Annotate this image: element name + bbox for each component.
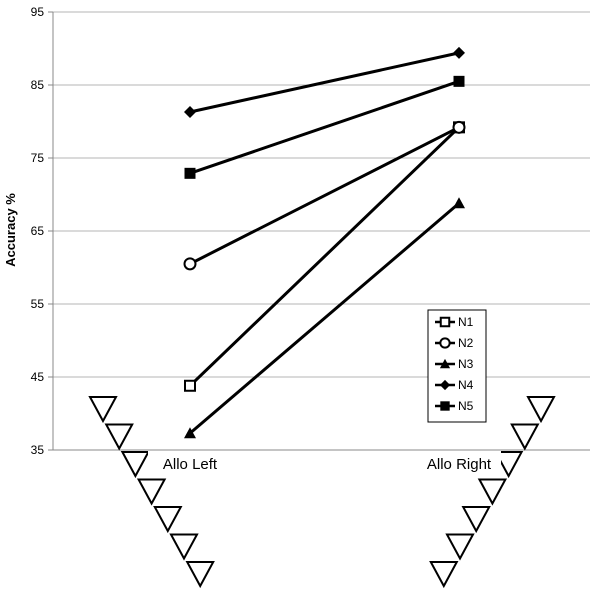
series-line xyxy=(189,79,460,175)
gridlines xyxy=(53,11,590,378)
legend-label: N5 xyxy=(458,399,474,413)
open-circle-marker xyxy=(439,337,451,349)
filled-triangle-marker xyxy=(453,197,465,209)
legend-label: N4 xyxy=(458,378,474,392)
y-tick-label: 85 xyxy=(31,78,45,92)
open-circle-marker xyxy=(183,257,197,271)
triangle-decoration xyxy=(429,561,459,589)
legend-label: N1 xyxy=(458,315,474,329)
series-line xyxy=(188,126,461,387)
y-tick-label: 45 xyxy=(31,370,45,384)
triangle-decoration xyxy=(493,451,524,479)
legend-item: N4 xyxy=(435,378,474,392)
triangle-decoration xyxy=(526,396,556,424)
legend-item: N2 xyxy=(435,336,474,350)
triangle-decoration xyxy=(120,451,151,479)
category-labels: Allo Left Allo Right xyxy=(148,451,501,473)
legend-item: N3 xyxy=(435,357,474,371)
series-N5 xyxy=(184,75,465,179)
triangle-decoration xyxy=(104,423,134,451)
triangle-decoration xyxy=(153,506,183,534)
filled-square-marker xyxy=(440,401,450,411)
triangle-decoration xyxy=(136,478,167,506)
y-tick-label: 75 xyxy=(31,151,45,165)
y-tick-label: 65 xyxy=(31,224,45,238)
triangle-decorations xyxy=(88,396,556,589)
triangle-decoration xyxy=(88,396,118,424)
open-square-marker xyxy=(439,316,451,328)
series-N3 xyxy=(184,197,465,439)
triangle-decoration xyxy=(445,533,475,561)
filled-square-marker xyxy=(453,75,465,87)
legend-item: N1 xyxy=(435,315,474,329)
legend-box xyxy=(427,309,487,423)
triangle-decoration xyxy=(510,423,540,451)
triangle-decoration xyxy=(185,561,215,589)
legend-label: N3 xyxy=(458,357,474,371)
category-label-background xyxy=(417,451,501,473)
series-N2 xyxy=(183,120,466,271)
triangle-decoration xyxy=(461,506,491,534)
series-line xyxy=(189,126,460,266)
series-line xyxy=(189,51,460,114)
y-tick-label: 95 xyxy=(31,5,45,19)
filled-diamond-marker xyxy=(453,46,465,59)
filled-diamond-marker xyxy=(439,379,451,391)
series-N1 xyxy=(184,121,465,392)
legend-item: N5 xyxy=(435,399,474,413)
y-tick-label: 35 xyxy=(31,443,45,457)
filled-diamond-marker xyxy=(184,106,196,119)
triangle-decoration xyxy=(169,533,199,561)
open-circle-marker xyxy=(452,120,466,134)
y-tick-labels: 35 45 55 65 75 85 95 xyxy=(31,5,45,457)
series-lines xyxy=(183,46,466,439)
triangle-decoration xyxy=(477,478,508,506)
category-label: Allo Right xyxy=(427,456,492,473)
series-N4 xyxy=(184,46,465,119)
legend: N1 N2 N3 N4 N5 xyxy=(427,309,487,423)
category-label-background xyxy=(148,451,232,473)
y-axis-label: Accuracy % xyxy=(3,193,18,267)
axes xyxy=(48,11,590,451)
open-square-marker xyxy=(184,379,196,392)
y-tick-label: 55 xyxy=(31,297,45,311)
filled-square-marker xyxy=(184,167,196,179)
filled-triangle-marker xyxy=(439,358,451,369)
legend-label: N2 xyxy=(458,336,474,350)
series-line xyxy=(189,202,460,435)
filled-triangle-marker xyxy=(184,427,196,439)
category-label: Allo Left xyxy=(163,456,218,473)
